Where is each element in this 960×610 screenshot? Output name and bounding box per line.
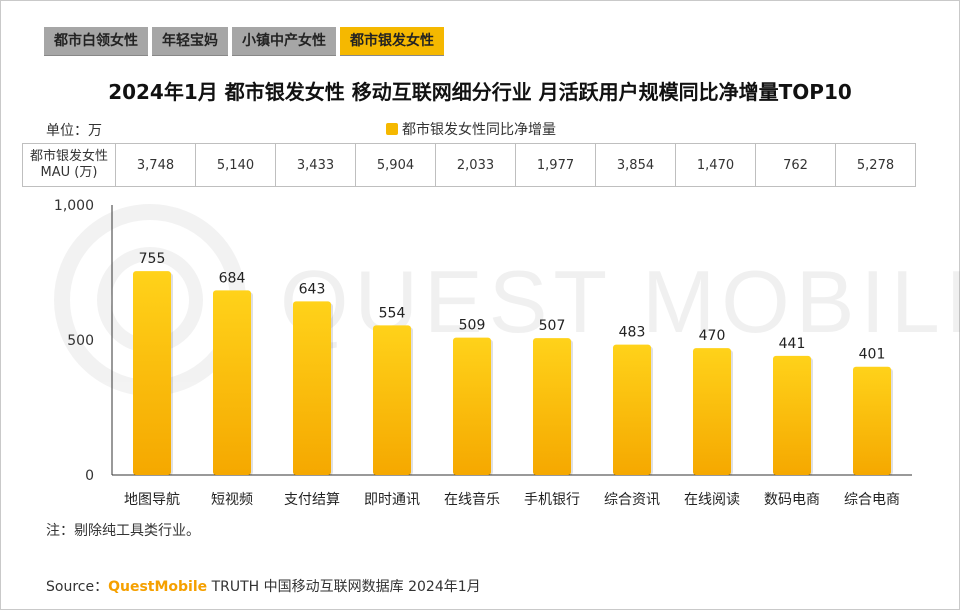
mau-cell: 762 <box>755 143 836 187</box>
mau-cell: 1,470 <box>675 143 756 187</box>
bar <box>373 325 411 475</box>
x-tick-label: 综合资讯 <box>604 492 660 508</box>
data-label: 401 <box>859 347 886 363</box>
legend: 都市银发女性同比净增量 <box>386 119 556 139</box>
mau-cell: 5,278 <box>835 143 916 187</box>
legend-label: 都市银发女性同比净增量 <box>402 122 556 138</box>
bar <box>133 271 171 475</box>
y-tick-label: 1,000 <box>54 198 94 214</box>
data-label: 507 <box>539 318 566 334</box>
mau-cell: 2,033 <box>435 143 516 187</box>
mau-header-text: 都市银发女性 MAU (万) <box>29 149 108 180</box>
tab-young-moms[interactable]: 年轻宝妈 <box>152 27 228 56</box>
mau-cell: 5,904 <box>355 143 436 187</box>
data-label: 755 <box>139 251 166 267</box>
data-label: 643 <box>299 281 326 297</box>
bar <box>533 338 571 475</box>
bar <box>453 337 491 475</box>
x-tick-label: 数码电商 <box>764 492 820 508</box>
unit-label: 单位：万 <box>46 123 102 139</box>
tab-urban-white-collar-women[interactable]: 都市白领女性 <box>44 27 148 56</box>
bar <box>853 366 891 475</box>
x-tick-label: 在线音乐 <box>444 491 500 508</box>
source-rest: TRUTH 中国移动互联网数据库 2024年1月 <box>207 579 481 595</box>
x-tick-label: 手机银行 <box>524 492 580 508</box>
mau-cell: 3,854 <box>595 143 676 187</box>
bar <box>693 348 731 475</box>
x-tick-label: 在线阅读 <box>684 491 740 508</box>
x-tick-label: 短视频 <box>211 492 253 508</box>
legend-swatch <box>386 123 398 135</box>
segment-tabs: 都市白领女性 年轻宝妈 小镇中产女性 都市银发女性 <box>44 27 444 56</box>
source-brand: QuestMobile <box>108 579 208 595</box>
y-tick-label: 0 <box>85 468 94 484</box>
x-tick-label: 支付结算 <box>284 492 340 508</box>
mau-row: 都市银发女性 MAU (万) 3,748 5,140 3,433 5,904 2… <box>22 143 916 187</box>
mau-table: 都市银发女性 MAU (万) 3,748 5,140 3,433 5,904 2… <box>22 143 916 187</box>
tab-small-town-middle-class-women[interactable]: 小镇中产女性 <box>232 27 336 56</box>
chart-title: 2024年1月 都市银发女性 移动互联网细分行业 月活跃用户规模同比净增量TOP… <box>108 80 852 104</box>
mau-cell: 3,433 <box>275 143 356 187</box>
data-label: 483 <box>619 325 646 341</box>
data-label: 554 <box>379 305 406 321</box>
bar <box>773 355 811 475</box>
source-line: Source：QuestMobile TRUTH 中国移动互联网数据库 2024… <box>46 576 481 596</box>
mau-cell: 5,140 <box>195 143 276 187</box>
bar <box>613 344 651 475</box>
tab-urban-silver-women[interactable]: 都市银发女性 <box>340 27 444 56</box>
data-label: 684 <box>219 270 246 286</box>
x-tick-label: 地图导航 <box>124 492 180 508</box>
watermark: QUEST MOBILE <box>54 204 960 396</box>
x-tick-label: 综合电商 <box>844 492 900 508</box>
data-label: 441 <box>779 336 806 352</box>
bar <box>213 290 251 475</box>
mau-cell: 1,977 <box>515 143 596 187</box>
data-label: 470 <box>699 328 726 344</box>
bar <box>293 301 331 475</box>
source-prefix: Source： <box>46 579 109 595</box>
data-label: 509 <box>459 318 486 334</box>
footnote: 注：剔除纯工具类行业。 <box>46 523 200 539</box>
x-tick-label: 即时通讯 <box>364 492 420 508</box>
mau-cell: 3,748 <box>115 143 196 187</box>
y-tick-label: 500 <box>67 333 94 349</box>
mau-header: 都市银发女性 MAU (万) <box>22 143 116 187</box>
